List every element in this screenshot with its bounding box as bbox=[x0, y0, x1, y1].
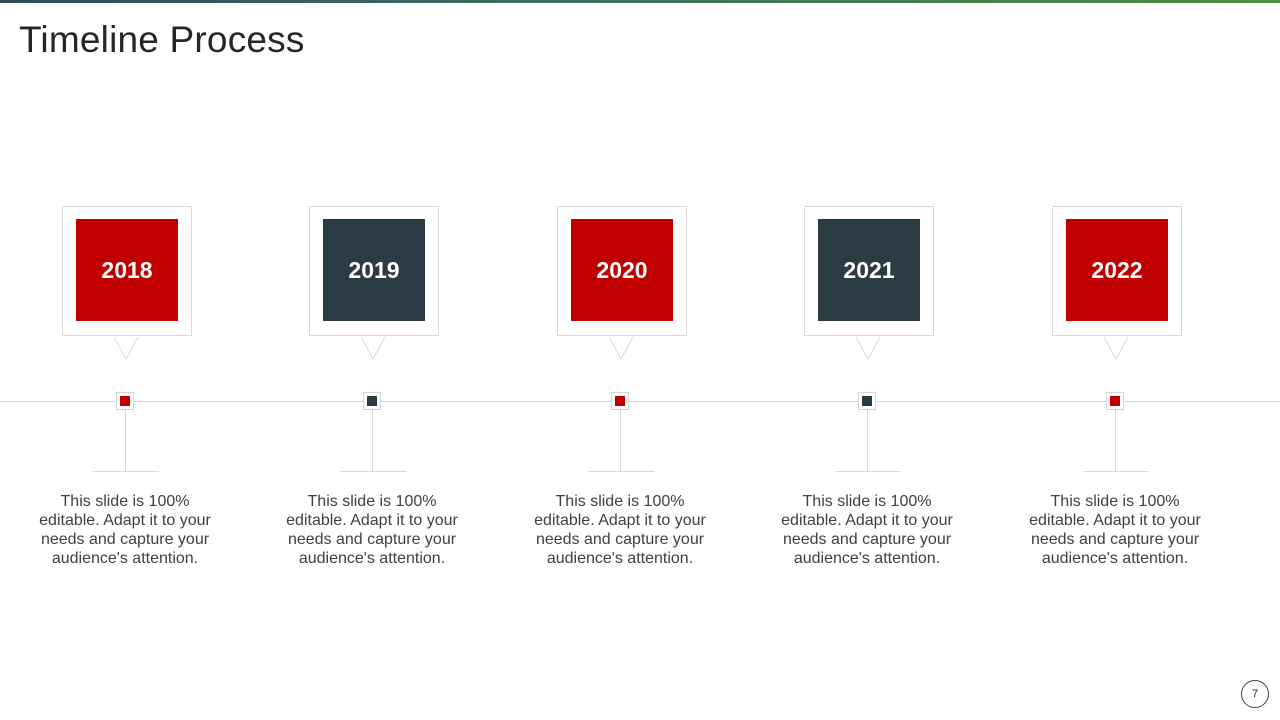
timeline-axis bbox=[0, 401, 1280, 402]
marker-dot bbox=[862, 396, 872, 406]
year-box: 2019 bbox=[323, 219, 425, 321]
milestone-description: This slide is 100% editable. Adapt it to… bbox=[1029, 493, 1201, 567]
year-box: 2018 bbox=[76, 219, 178, 321]
marker-stem bbox=[1115, 409, 1116, 471]
callout-pointer bbox=[856, 337, 880, 361]
marker-dot bbox=[367, 396, 377, 406]
timeline-marker bbox=[1106, 392, 1124, 410]
stem-base bbox=[340, 471, 406, 472]
marker-dot bbox=[615, 396, 625, 406]
callout-pointer bbox=[114, 337, 138, 361]
milestone-2022: 2022 This slide is 100% editable. Adapt … bbox=[1029, 0, 1201, 720]
milestone-2018: 2018 This slide is 100% editable. Adapt … bbox=[39, 0, 211, 720]
page-number: 7 bbox=[1241, 680, 1269, 708]
milestone-description: This slide is 100% editable. Adapt it to… bbox=[534, 493, 706, 567]
milestone-2019: 2019 This slide is 100% editable. Adapt … bbox=[286, 0, 458, 720]
milestone-2020: 2020 This slide is 100% editable. Adapt … bbox=[534, 0, 706, 720]
marker-stem bbox=[867, 409, 868, 471]
stem-base bbox=[93, 471, 159, 472]
stem-base bbox=[1083, 471, 1149, 472]
milestone-description: This slide is 100% editable. Adapt it to… bbox=[286, 493, 458, 567]
year-callout: 2020 bbox=[557, 206, 687, 336]
year-callout: 2018 bbox=[62, 206, 192, 336]
stem-base bbox=[588, 471, 654, 472]
marker-stem bbox=[125, 409, 126, 471]
year-box: 2022 bbox=[1066, 219, 1168, 321]
year-callout: 2019 bbox=[309, 206, 439, 336]
callout-pointer bbox=[1104, 337, 1128, 361]
timeline-marker bbox=[611, 392, 629, 410]
marker-stem bbox=[620, 409, 621, 471]
top-accent-rule bbox=[0, 0, 1280, 3]
year-callout: 2022 bbox=[1052, 206, 1182, 336]
marker-dot bbox=[1110, 396, 1120, 406]
year-callout: 2021 bbox=[804, 206, 934, 336]
milestone-2021: 2021 This slide is 100% editable. Adapt … bbox=[781, 0, 953, 720]
timeline-marker bbox=[116, 392, 134, 410]
marker-stem bbox=[372, 409, 373, 471]
timeline-marker bbox=[858, 392, 876, 410]
milestone-description: This slide is 100% editable. Adapt it to… bbox=[781, 493, 953, 567]
marker-dot bbox=[120, 396, 130, 406]
year-box: 2020 bbox=[571, 219, 673, 321]
stem-base bbox=[835, 471, 901, 472]
callout-pointer bbox=[361, 337, 385, 361]
callout-pointer bbox=[609, 337, 633, 361]
slide-title: Timeline Process bbox=[19, 19, 305, 60]
year-box: 2021 bbox=[818, 219, 920, 321]
milestone-description: This slide is 100% editable. Adapt it to… bbox=[39, 493, 211, 567]
timeline-marker bbox=[363, 392, 381, 410]
